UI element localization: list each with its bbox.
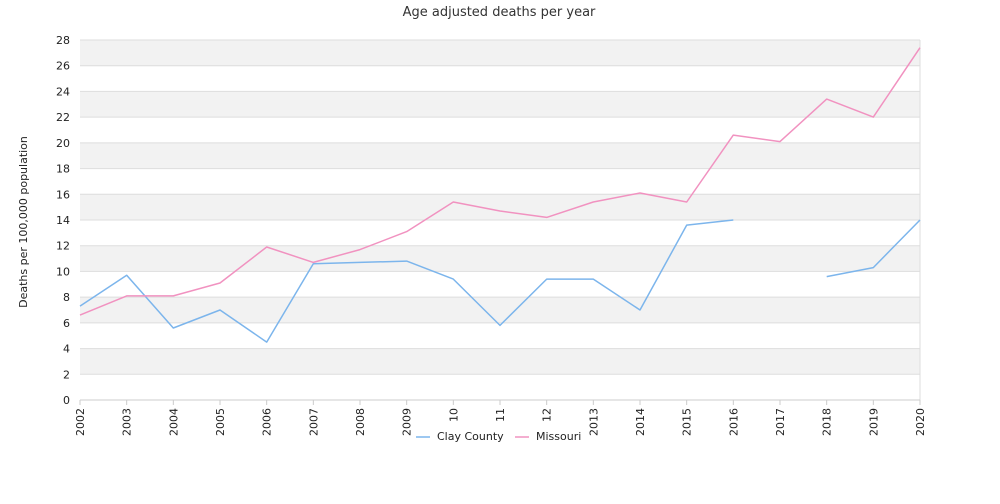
y-tick-label: 14 bbox=[56, 214, 70, 227]
chart-title: Age adjusted deaths per year bbox=[403, 5, 596, 20]
x-tick-label: 2003 bbox=[121, 408, 134, 436]
background-band bbox=[80, 40, 920, 66]
x-tick-label: 2014 bbox=[634, 408, 647, 436]
y-tick-label: 12 bbox=[56, 240, 70, 253]
y-tick-label: 16 bbox=[56, 188, 70, 201]
background-band bbox=[80, 348, 920, 375]
background-band bbox=[80, 91, 920, 118]
legend-label-missouri: Missouri bbox=[536, 430, 581, 443]
x-tick-label: 2018 bbox=[821, 408, 834, 436]
x-tick-label: 2019 bbox=[867, 408, 880, 436]
x-axis-ticks: 2002 2003 2004 2005 2006 2007 2008 2009 10 11 12 20… bbox=[74, 400, 927, 436]
series-line-clay-county[interactable] bbox=[79, 219, 734, 343]
y-tick-label: 18 bbox=[56, 163, 70, 176]
y-axis-label: Deaths per 100,000 population bbox=[17, 136, 30, 308]
x-tick-label: 2005 bbox=[214, 408, 227, 436]
x-tick-label: 2013 bbox=[587, 408, 600, 436]
x-tick-label: 2002 bbox=[74, 408, 87, 436]
x-tick-label: 2017 bbox=[774, 408, 787, 436]
y-tick-label: 28 bbox=[56, 34, 70, 47]
legend-label-clay-county: Clay County bbox=[437, 430, 504, 443]
series-line-clay-county[interactable] bbox=[826, 219, 921, 278]
x-tick-label: 2015 bbox=[681, 408, 694, 436]
x-tick-label: 2009 bbox=[401, 408, 414, 436]
y-tick-label: 20 bbox=[56, 137, 70, 150]
legend: Clay County Missouri bbox=[416, 430, 581, 443]
background-band bbox=[80, 142, 920, 169]
background-band bbox=[80, 245, 920, 272]
x-tick-label: 2016 bbox=[727, 408, 740, 436]
y-tick-label: 6 bbox=[63, 317, 70, 330]
x-tick-label: 2007 bbox=[307, 408, 320, 436]
y-tick-label: 8 bbox=[63, 291, 70, 304]
x-tick-label: 2004 bbox=[167, 408, 180, 436]
x-tick-label: 10 bbox=[447, 408, 460, 422]
plot-background-bands bbox=[80, 40, 920, 375]
y-tick-label: 24 bbox=[56, 85, 70, 98]
x-tick-label: 2006 bbox=[261, 408, 274, 436]
background-band bbox=[80, 297, 920, 323]
legend-item-missouri[interactable]: Missouri bbox=[515, 430, 581, 443]
y-tick-label: 0 bbox=[63, 394, 70, 407]
y-tick-label: 10 bbox=[56, 265, 70, 278]
x-tick-label: 2008 bbox=[354, 408, 367, 436]
series-lines bbox=[79, 47, 921, 343]
y-tick-label: 4 bbox=[63, 343, 70, 356]
x-tick-label: 2020 bbox=[914, 408, 927, 436]
x-tick-label: 12 bbox=[541, 408, 554, 422]
y-tick-label: 22 bbox=[56, 111, 70, 124]
x-tick-label: 11 bbox=[494, 408, 507, 422]
background-band bbox=[80, 194, 920, 220]
y-tick-label: 2 bbox=[63, 368, 70, 381]
legend-item-clay-county[interactable]: Clay County bbox=[416, 430, 504, 443]
series-line-missouri[interactable] bbox=[79, 47, 921, 316]
y-tick-label: 26 bbox=[56, 60, 70, 73]
